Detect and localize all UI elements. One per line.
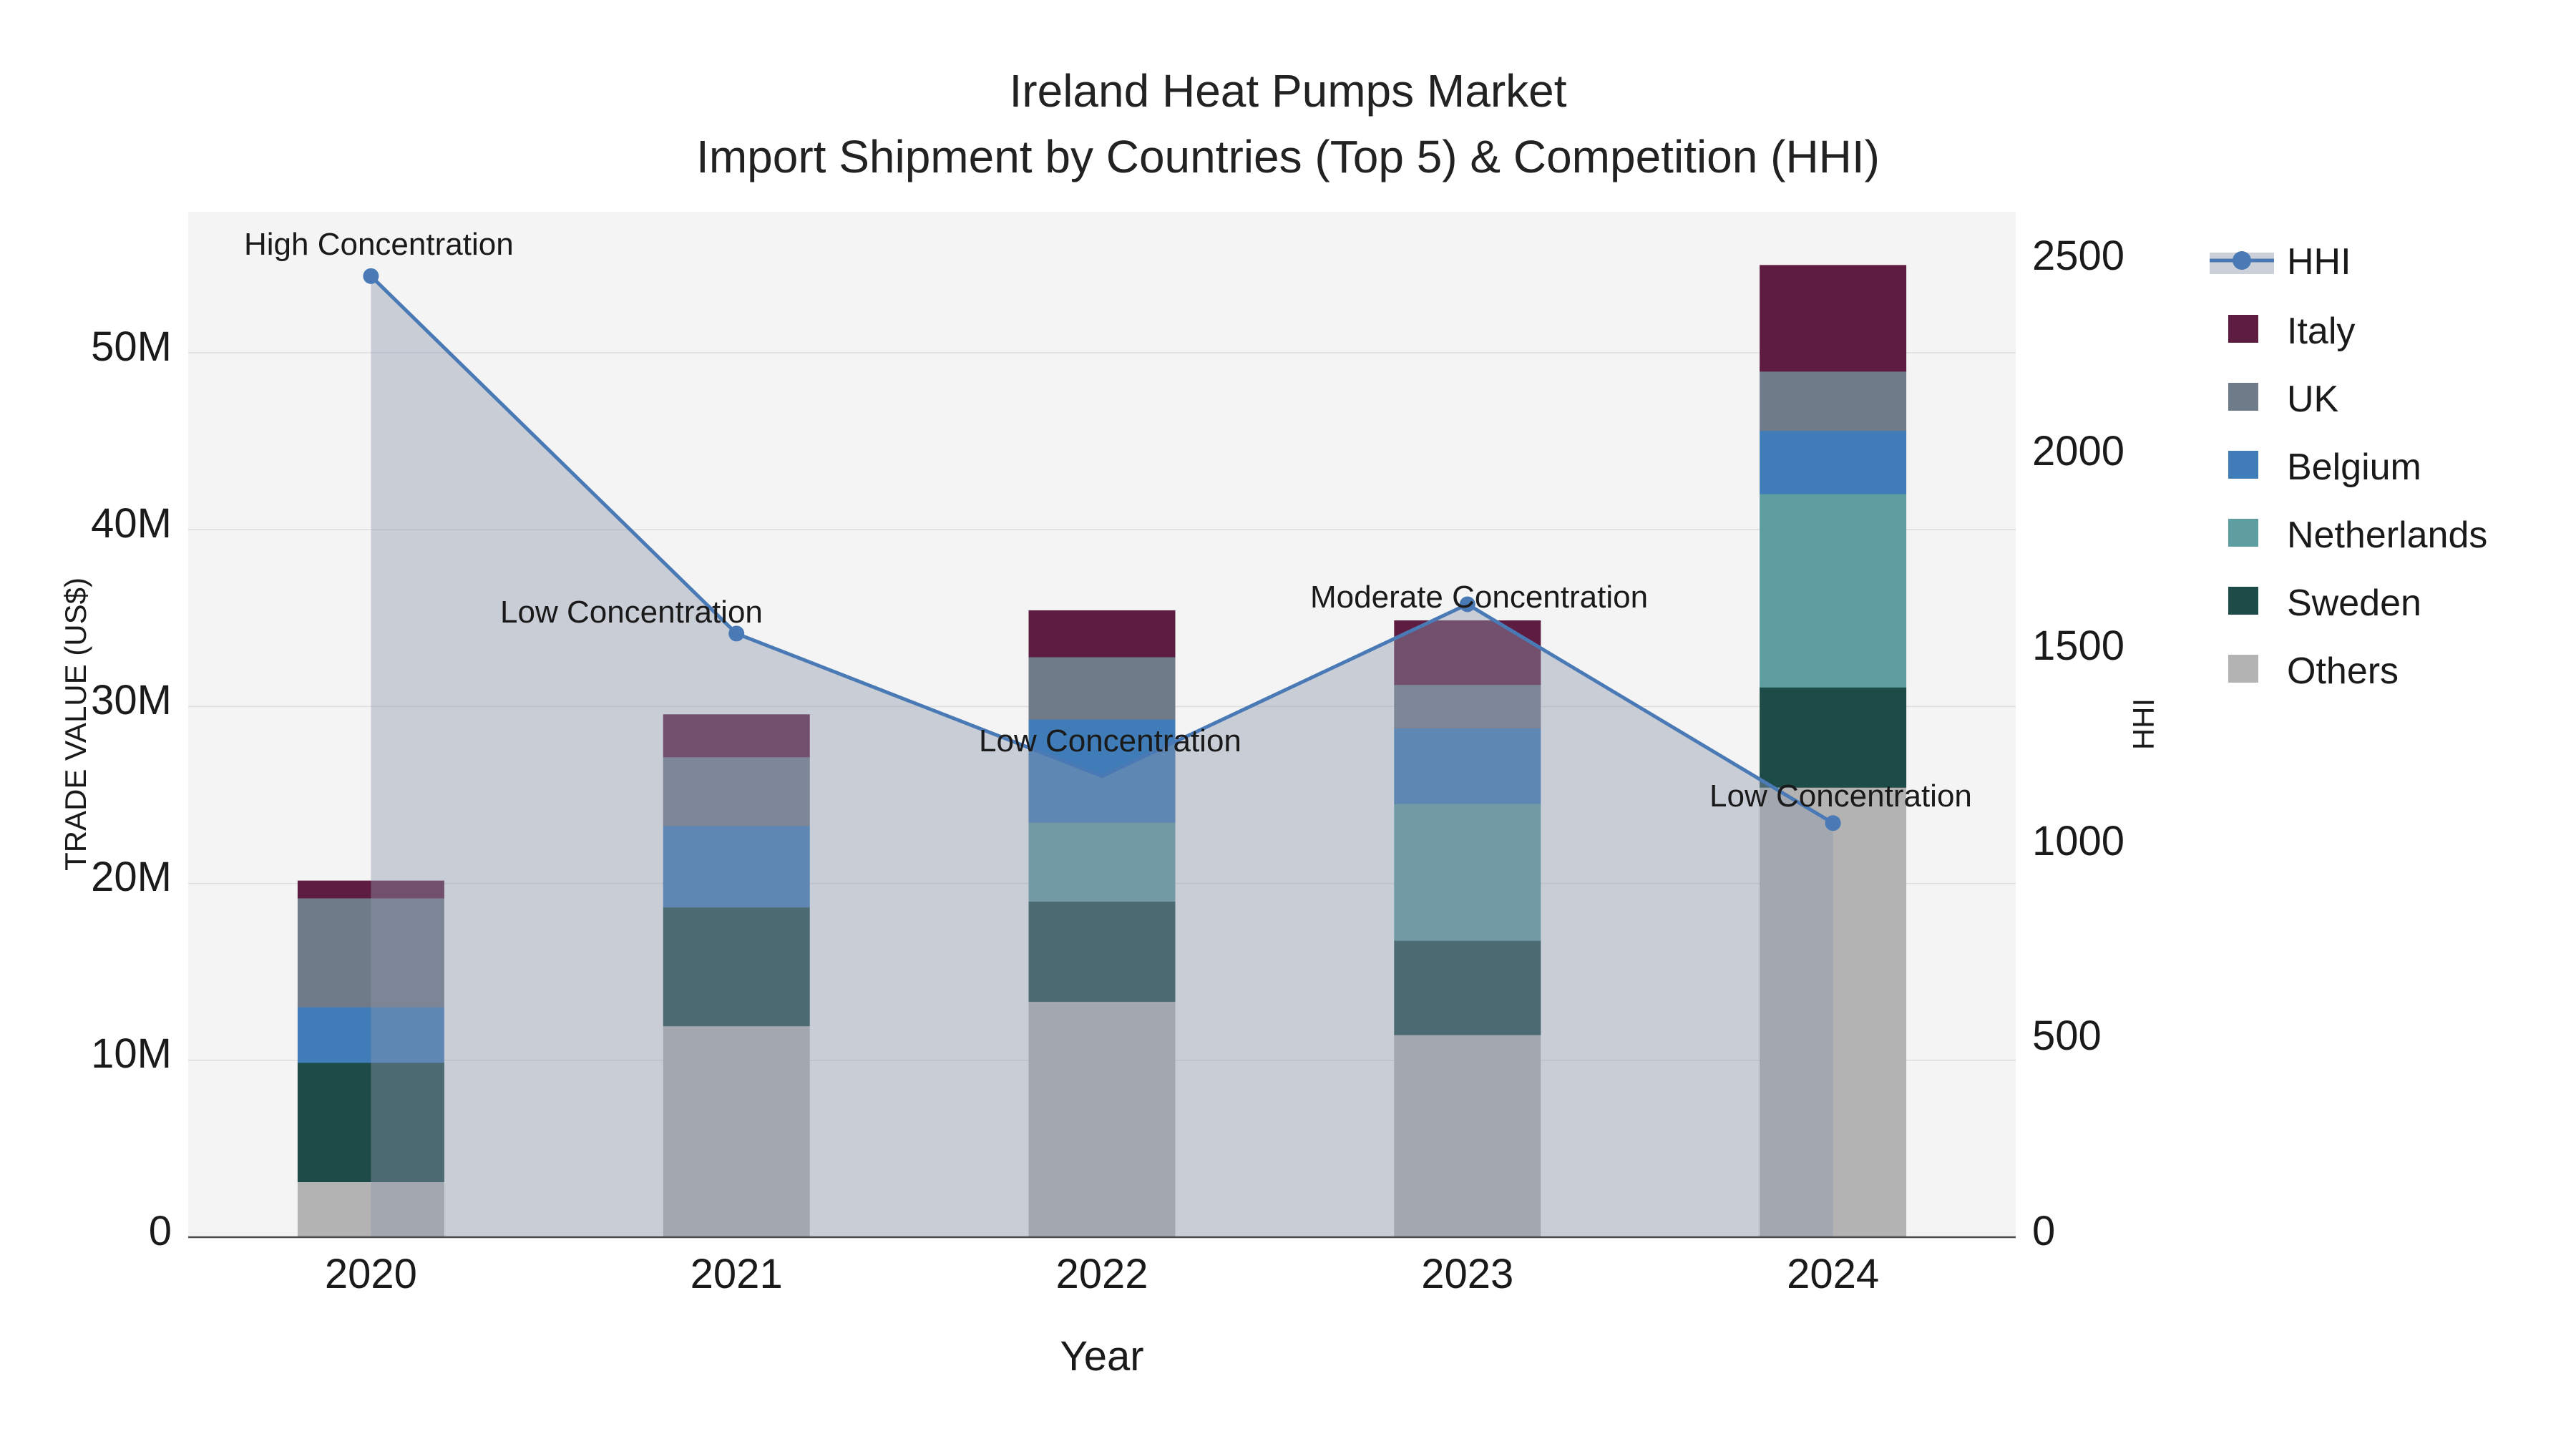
svg-text:HHI: HHI (2287, 241, 2351, 283)
svg-text:10M: 10M (91, 1030, 172, 1077)
svg-text:0: 0 (149, 1208, 172, 1254)
svg-text:UK: UK (2287, 379, 2339, 420)
svg-text:2024: 2024 (1787, 1251, 1879, 1297)
svg-text:Year: Year (1060, 1333, 1143, 1380)
svg-text:HHI: HHI (2127, 698, 2160, 750)
svg-text:0: 0 (2032, 1208, 2055, 1254)
svg-text:1000: 1000 (2032, 818, 2124, 864)
svg-text:Others: Others (2287, 650, 2399, 692)
svg-text:Low Concentration: Low Concentration (500, 595, 763, 630)
svg-text:Low Concentration: Low Concentration (979, 723, 1241, 758)
svg-text:Moderate Concentration: Moderate Concentration (1310, 580, 1648, 615)
svg-text:2021: 2021 (691, 1251, 783, 1297)
svg-text:Italy: Italy (2287, 311, 2355, 352)
svg-text:50M: 50M (91, 323, 172, 370)
svg-text:2000: 2000 (2032, 428, 2124, 474)
svg-text:1500: 1500 (2032, 623, 2124, 669)
svg-text:30M: 30M (91, 677, 172, 723)
svg-text:Sweden: Sweden (2287, 582, 2421, 624)
svg-text:Netherlands: Netherlands (2287, 514, 2487, 556)
svg-text:20M: 20M (91, 854, 172, 900)
svg-text:TRADE VALUE (US$): TRADE VALUE (US$) (59, 577, 92, 871)
svg-text:2023: 2023 (1421, 1251, 1513, 1297)
svg-text:High Concentration: High Concentration (244, 227, 514, 262)
svg-text:2022: 2022 (1055, 1251, 1148, 1297)
svg-text:Belgium: Belgium (2287, 447, 2421, 488)
svg-text:40M: 40M (91, 500, 172, 547)
svg-text:2020: 2020 (325, 1251, 417, 1297)
svg-text:500: 500 (2032, 1013, 2102, 1059)
svg-text:2500: 2500 (2032, 233, 2124, 279)
svg-text:Low Concentration: Low Concentration (1709, 779, 1972, 814)
